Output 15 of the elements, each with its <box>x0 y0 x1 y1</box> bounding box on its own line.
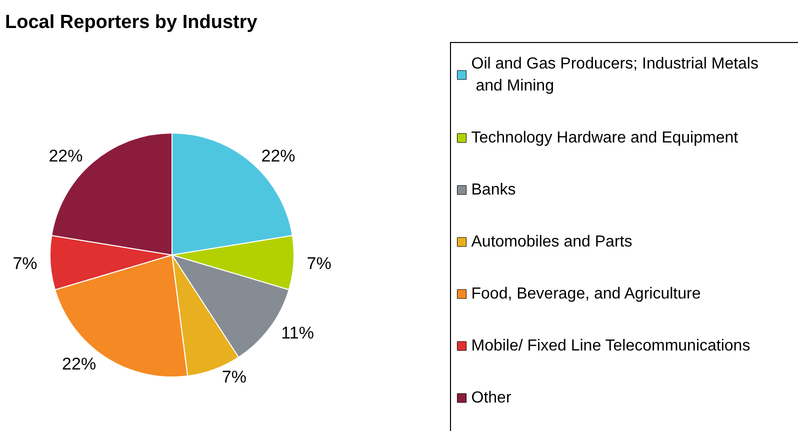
legend-label: Banks <box>471 182 516 198</box>
legend-label: Technology Hardware and Equipment <box>471 130 739 146</box>
data-label: 7% <box>306 254 332 273</box>
legend-label: Automobiles and Parts <box>471 234 632 250</box>
data-label: 22% <box>48 146 83 166</box>
legend-label: Food, Beverage, and Agriculture <box>471 286 701 302</box>
data-label: 22% <box>62 354 96 374</box>
data-label: 11% <box>281 323 314 342</box>
data-label: 7% <box>222 368 246 386</box>
legend-label: Mobile/ Fixed Line Telecommunications <box>471 338 750 354</box>
legend-label: Oil and Gas Producers; Industrial Metals and Mining <box>471 56 758 94</box>
data-label: 22% <box>261 146 296 166</box>
data-label: 7% <box>12 254 38 273</box>
legend-label: Other <box>471 390 512 406</box>
chart-title: Local Reporters by Industry <box>5 12 258 33</box>
